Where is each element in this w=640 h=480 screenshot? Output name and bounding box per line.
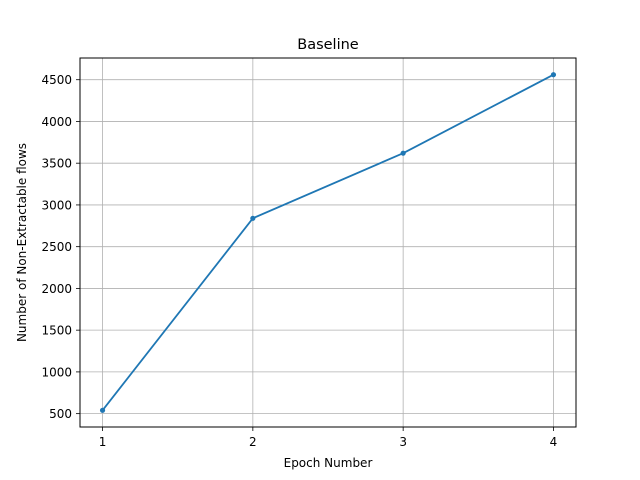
- data-point: [550, 72, 557, 78]
- plot-frame: [79, 57, 577, 428]
- y-tick-label: 4500: [41, 73, 72, 87]
- chart-title: Baseline: [297, 37, 359, 53]
- y-axis-ticks: 500 1000 1500 2000 2500 3000 3500 4000 4500: [41, 73, 80, 421]
- y-tick-label: 2000: [41, 282, 72, 296]
- x-tick-label: 3: [399, 435, 407, 449]
- y-tick-label: 3500: [41, 157, 72, 171]
- x-tick-label: 2: [249, 435, 257, 449]
- data-point: [99, 407, 106, 413]
- x-tick-label: 4: [550, 435, 558, 449]
- data-point: [250, 215, 256, 221]
- x-axis-label: Epoch Number: [284, 456, 373, 470]
- y-tick-label: 2500: [41, 240, 72, 254]
- y-tick-label: 1500: [41, 324, 72, 338]
- x-axis-ticks: 1 2 3 4: [99, 427, 558, 449]
- y-tick-label: 4000: [41, 115, 72, 129]
- series-layer: [99, 72, 557, 413]
- y-tick-label: 500: [49, 407, 72, 421]
- y-tick-label: 1000: [41, 365, 72, 379]
- y-tick-label: 3000: [41, 198, 72, 212]
- grid: [80, 58, 576, 427]
- data-point: [400, 150, 406, 156]
- series-line: [101, 73, 554, 411]
- y-axis-label: Number of Non-Extractable flows: [15, 143, 29, 342]
- x-tick-label: 1: [99, 435, 107, 449]
